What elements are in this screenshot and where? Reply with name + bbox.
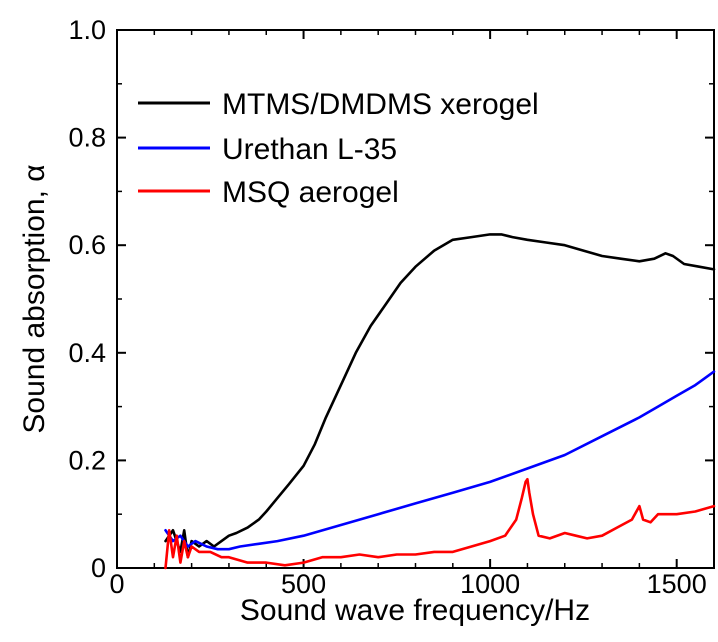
legend-label-0: MTMS/DMDMS xerogel [222,88,539,121]
series-layer [164,233,716,570]
series-line-0 [164,233,716,559]
y-tick-label: 0.2 [68,445,106,475]
y-tick-label: 0.4 [68,338,106,368]
y-tick-label: 1.0 [68,15,106,45]
series-line-1 [164,370,716,551]
legend-label-2: MSQ aerogel [222,176,399,209]
legend: MTMS/DMDMS xerogel Urethan L-35 MSQ aeroge… [138,88,539,209]
legend-label-1: Urethan L-35 [222,133,397,166]
x-tick-label: 1500 [647,569,707,599]
series-line-2 [164,477,716,570]
y-tick-label: 0.6 [68,230,106,260]
y-tick-label: 0 [91,553,106,583]
x-tick-label: 0 [109,569,124,599]
y-axis-title: Sound absorption, α [18,164,51,433]
x-tick-label: 1000 [460,569,520,599]
x-axis-title: Sound wave frequency/Hz [240,594,590,627]
y-tick-label: 0.8 [68,123,106,153]
x-tick-label: 500 [281,569,326,599]
axis-ticks: 0 500 1000 1500 0 0.2 0.4 0.6 0.8 1.0 [68,15,714,599]
